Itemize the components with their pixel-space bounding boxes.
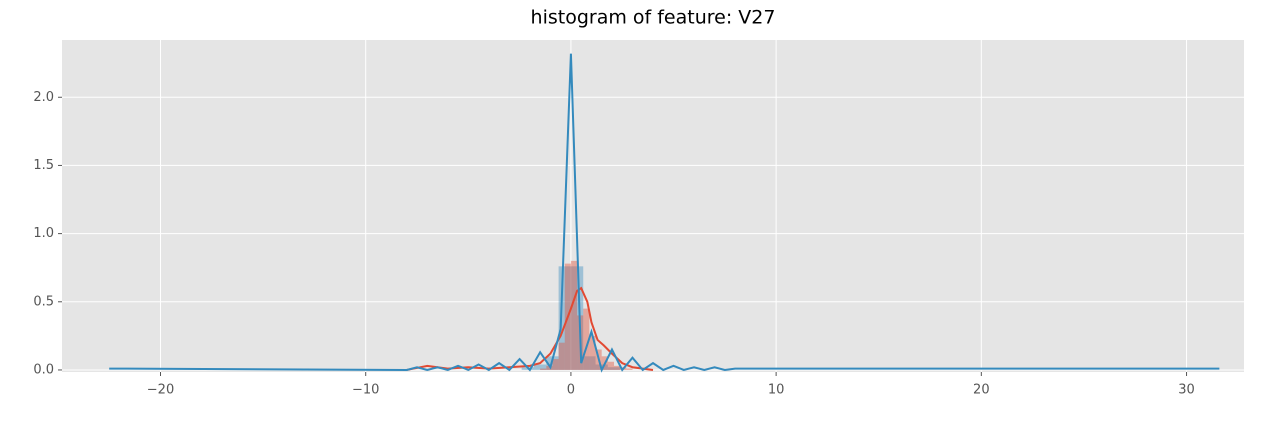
bar [583, 308, 590, 370]
bar [607, 367, 621, 370]
bar [533, 364, 547, 370]
bar [558, 342, 565, 370]
x-tick-label: 20 [973, 383, 990, 398]
bar [607, 361, 615, 370]
bar [570, 260, 578, 370]
x-tick-label: 10 [768, 383, 785, 398]
x-tick-label: 30 [1178, 383, 1195, 398]
kde-line [109, 53, 1220, 373]
y-tick-label: 2.0 [33, 90, 54, 105]
x-tick-label: −20 [147, 383, 174, 398]
y-tick-label: 0.5 [33, 294, 54, 309]
y-tick-label: 1.5 [33, 158, 54, 173]
bar [552, 359, 559, 370]
chart-title: histogram of feature: V27 [531, 7, 776, 29]
y-tick-label: 1.0 [33, 226, 54, 241]
y-tick-label: 0.0 [33, 362, 54, 377]
plot-area [62, 40, 1244, 372]
bar [546, 365, 553, 370]
bar [589, 335, 596, 370]
bar [583, 356, 596, 370]
bar [614, 365, 621, 370]
bar [540, 368, 547, 370]
x-tick-label: −10 [352, 383, 379, 398]
bar [626, 368, 633, 370]
x-tick-label: 0 [567, 383, 575, 398]
